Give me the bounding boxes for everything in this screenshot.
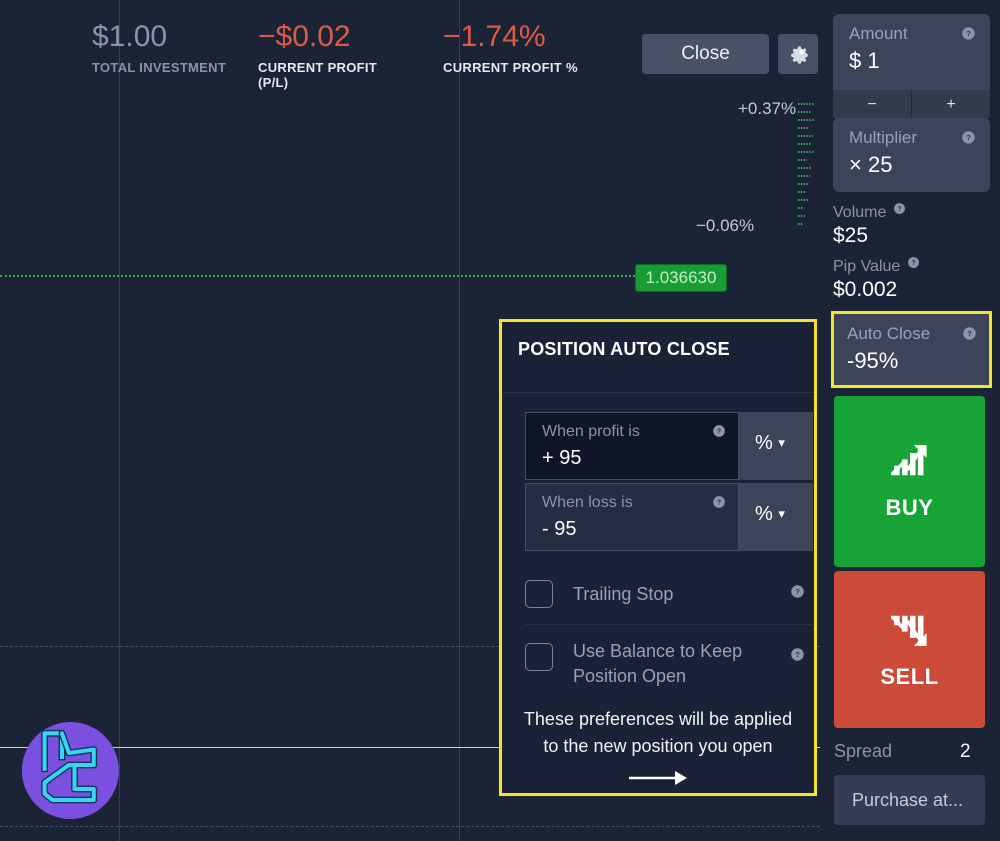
svg-text:?: ? <box>966 29 971 38</box>
svg-text:?: ? <box>795 587 800 596</box>
svg-text:?: ? <box>897 206 901 213</box>
svg-text:?: ? <box>717 429 721 436</box>
svg-text:?: ? <box>911 260 915 267</box>
svg-text:?: ? <box>967 329 972 338</box>
svg-text:?: ? <box>795 650 800 659</box>
svg-text:?: ? <box>966 133 971 142</box>
svg-text:?: ? <box>717 500 721 507</box>
